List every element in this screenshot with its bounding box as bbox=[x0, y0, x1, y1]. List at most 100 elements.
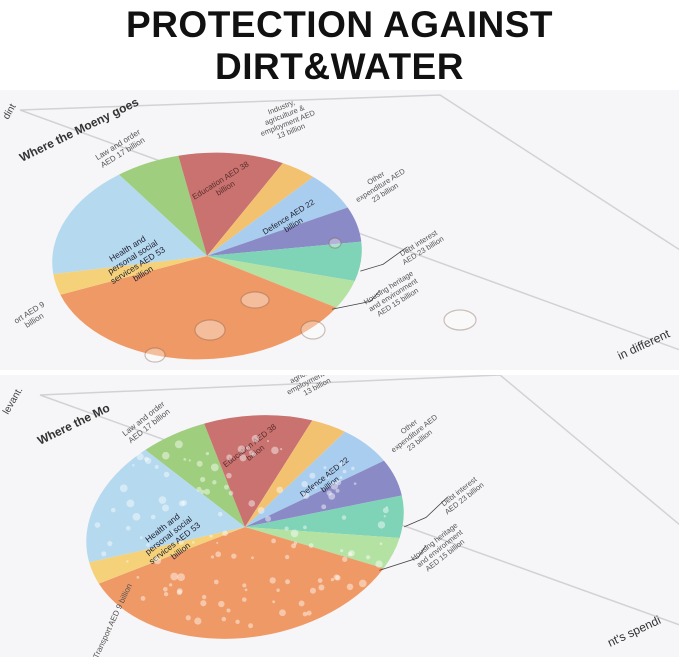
dirt-speck bbox=[178, 540, 183, 545]
dirt-speck bbox=[336, 489, 340, 493]
dirt-speck bbox=[340, 549, 343, 552]
dirt-speck bbox=[169, 583, 172, 586]
dirt-speck bbox=[277, 487, 284, 494]
water-droplet bbox=[301, 321, 325, 339]
dirt-speck bbox=[270, 577, 276, 583]
dirt-speck bbox=[229, 491, 234, 496]
water-droplet bbox=[145, 348, 165, 362]
dirt-speck bbox=[222, 617, 226, 621]
dirt-speck bbox=[235, 620, 239, 624]
dirt-speck bbox=[159, 496, 167, 504]
dirt-speck bbox=[200, 600, 206, 606]
dirt-speck bbox=[334, 574, 340, 580]
dirt-speck bbox=[126, 526, 131, 531]
dirt-speck bbox=[340, 476, 343, 479]
dirt-speck bbox=[339, 462, 343, 466]
dirt-speck bbox=[211, 464, 219, 472]
dirt-speck bbox=[251, 556, 254, 559]
dirt-speck bbox=[248, 623, 253, 628]
dirt-speck bbox=[307, 611, 312, 616]
dirt-speck bbox=[242, 597, 247, 602]
dirt-speck bbox=[145, 458, 151, 464]
headline-line-1: PROTECTION AGAINST bbox=[0, 4, 679, 46]
dirt-speck bbox=[212, 480, 216, 484]
dirt-speck bbox=[242, 583, 246, 587]
dirt-speck bbox=[162, 505, 169, 512]
dirt-speck bbox=[202, 595, 206, 599]
dirt-speck bbox=[162, 452, 170, 460]
dirt-speck bbox=[245, 588, 248, 591]
dirt-speck bbox=[189, 459, 191, 461]
dirt-speck bbox=[299, 600, 305, 606]
dirt-speck bbox=[318, 578, 323, 583]
dirt-speck bbox=[214, 580, 219, 585]
dirt-speck bbox=[226, 454, 232, 460]
dirt-speck bbox=[342, 515, 347, 520]
dirt-speck bbox=[141, 596, 146, 601]
dirt-speck bbox=[206, 452, 209, 455]
dirt-speck bbox=[291, 543, 296, 548]
dirt-speck bbox=[231, 553, 236, 558]
dirt-speck bbox=[107, 541, 112, 546]
dirt-speck bbox=[210, 535, 213, 538]
dirt-speck bbox=[359, 580, 367, 588]
dirt-speck bbox=[303, 526, 307, 530]
dirt-speck bbox=[375, 560, 382, 567]
dirt-speck bbox=[172, 530, 174, 532]
dirt-speck bbox=[285, 555, 289, 559]
dirt-speck bbox=[347, 584, 354, 591]
dirt-speck bbox=[177, 588, 183, 594]
dirt-speck bbox=[164, 592, 168, 596]
dirt-speck bbox=[95, 522, 101, 528]
dirt-speck bbox=[248, 500, 255, 507]
dirt-speck bbox=[154, 557, 161, 564]
dirt-speck bbox=[303, 612, 308, 617]
dirt-speck bbox=[111, 508, 116, 513]
dirt-speck bbox=[330, 471, 332, 473]
dirt-speck bbox=[200, 490, 204, 494]
dirt-speck bbox=[200, 477, 205, 482]
dirt-speck bbox=[215, 551, 221, 557]
dirt-speck bbox=[127, 499, 135, 507]
dirt-speck bbox=[226, 608, 230, 612]
dirt-speck bbox=[249, 450, 254, 455]
dirt-speck bbox=[132, 464, 134, 466]
dirt-speck bbox=[366, 555, 370, 559]
dirt-speck bbox=[348, 550, 354, 556]
dirt-speck bbox=[126, 560, 128, 562]
dirt-speck bbox=[276, 589, 279, 592]
dirt-speck bbox=[272, 600, 275, 603]
photo-wet-document: Law and orderAED 17 billion Education AED… bbox=[0, 90, 679, 370]
dirt-speck bbox=[279, 609, 286, 616]
dirt-speck bbox=[192, 541, 195, 544]
dirt-speck bbox=[380, 542, 383, 545]
dirt-speck bbox=[146, 543, 150, 547]
dirt-speck bbox=[319, 585, 325, 591]
dirt-speck bbox=[321, 504, 326, 509]
dirt-speck bbox=[137, 453, 144, 460]
dirt-speck bbox=[328, 493, 335, 500]
dirt-speck bbox=[163, 587, 168, 592]
dirt-speck bbox=[384, 515, 386, 517]
dirt-speck bbox=[354, 482, 357, 485]
dirt-speck bbox=[252, 435, 259, 442]
document-photo-top: Law and orderAED 17 billionEducation AED… bbox=[0, 90, 679, 370]
dirt-speck bbox=[271, 447, 278, 454]
dirt-speck bbox=[342, 557, 347, 562]
dirt-speck bbox=[211, 555, 214, 558]
dirt-speck bbox=[285, 579, 290, 584]
dirt-speck bbox=[197, 461, 203, 467]
dirt-speck bbox=[303, 493, 309, 499]
dirt-speck bbox=[265, 516, 271, 522]
dirt-speck bbox=[170, 573, 178, 581]
dirt-speck bbox=[101, 551, 106, 556]
dirt-speck bbox=[226, 473, 232, 479]
water-droplet bbox=[241, 292, 269, 308]
dirt-speck bbox=[240, 454, 247, 461]
water-droplet bbox=[329, 238, 341, 248]
dirt-speck bbox=[323, 466, 326, 469]
dirt-speck bbox=[177, 573, 185, 581]
dirt-speck bbox=[194, 618, 201, 625]
dirt-speck bbox=[310, 588, 316, 594]
water-droplet bbox=[444, 310, 476, 330]
